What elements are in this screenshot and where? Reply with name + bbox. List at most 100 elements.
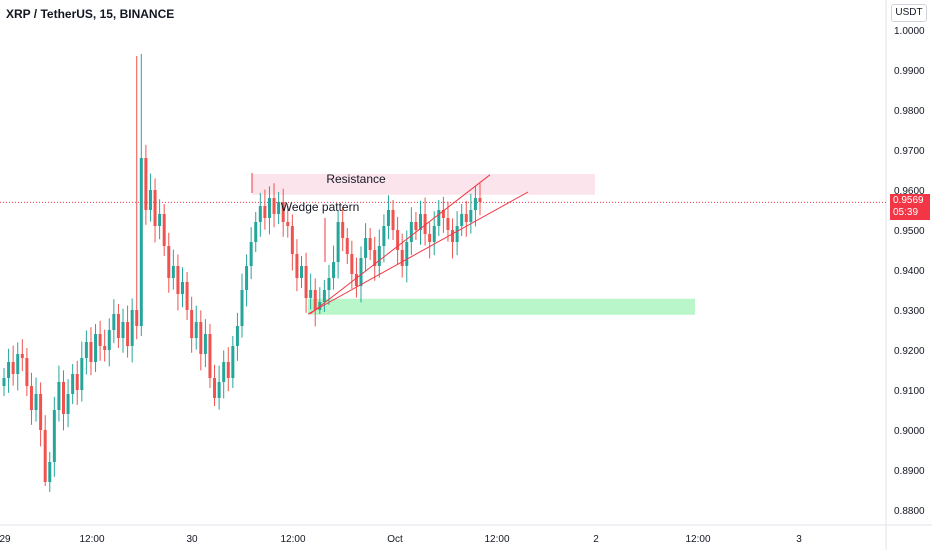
y-tick-label: 0.9500: [894, 226, 925, 237]
candle-body: [103, 346, 107, 350]
candle-body: [16, 354, 20, 374]
candle-body: [446, 218, 450, 230]
y-tick-label: 0.9400: [894, 266, 925, 277]
candle-body: [52, 410, 56, 462]
candle-body: [464, 214, 468, 222]
wedge-label: Wedge pattern: [281, 200, 360, 214]
candle-body: [171, 266, 175, 278]
candle-body: [107, 330, 111, 350]
y-tick-label: 0.9700: [894, 146, 925, 157]
last-price-value: 0.9569: [893, 195, 924, 206]
candle-body: [345, 238, 349, 254]
x-tick-label: Oct: [387, 534, 403, 545]
candle-body: [112, 314, 116, 330]
candle-body: [473, 198, 477, 210]
candle-body: [34, 394, 38, 410]
last-price-countdown: 05:39: [893, 207, 919, 218]
candle-body: [267, 198, 271, 218]
candle-body: [437, 210, 441, 226]
candle-body: [213, 378, 217, 398]
candle-body: [300, 266, 303, 278]
candle-body: [240, 290, 244, 326]
candle-body: [89, 342, 93, 362]
candle-body: [84, 342, 88, 358]
candle-body: [428, 234, 432, 242]
candle-body: [62, 382, 65, 414]
candle-body: [382, 226, 386, 246]
candle-body: [286, 222, 290, 226]
y-tick-label: 0.9600: [894, 186, 925, 197]
x-tick-label: 3: [796, 534, 802, 545]
candle-body: [400, 250, 404, 266]
candle-body: [455, 226, 459, 242]
candle-body: [272, 198, 276, 214]
candle-body: [121, 322, 125, 338]
candle-body: [71, 374, 75, 394]
candle-body: [43, 430, 47, 482]
candle-body: [98, 334, 102, 346]
candle-body: [386, 210, 390, 226]
candle-body: [396, 230, 400, 250]
candle-body: [377, 246, 381, 266]
support-zone: [308, 298, 695, 315]
candle-body: [20, 354, 24, 358]
candle-body: [29, 386, 33, 410]
candle-body: [263, 206, 267, 218]
candle-body: [48, 462, 52, 482]
candle-body: [478, 198, 482, 202]
candle-body: [364, 238, 368, 258]
candle-body: [11, 362, 15, 374]
candle-body: [277, 202, 281, 214]
candle-body: [451, 230, 455, 242]
candle-body: [423, 214, 427, 234]
candle-body: [226, 362, 230, 378]
candle-body: [185, 282, 189, 310]
candle-body: [235, 326, 239, 346]
candle-body: [162, 214, 166, 246]
candle-body: [158, 214, 162, 226]
candle-body: [414, 222, 418, 230]
candle-body: [203, 334, 207, 354]
candle-body: [199, 322, 203, 354]
candle-body: [39, 394, 43, 430]
x-tick-label: 12:00: [280, 534, 305, 545]
y-tick-label: 0.8800: [894, 506, 925, 517]
candle-body: [258, 206, 262, 222]
candle-body: [341, 222, 345, 238]
candle-body: [135, 310, 139, 326]
candle-body: [2, 378, 6, 386]
candle-body: [373, 250, 377, 266]
candle-body: [231, 346, 235, 378]
y-tick-label: 0.9900: [894, 66, 925, 77]
candle-body: [190, 310, 194, 338]
candle-body: [94, 334, 98, 362]
candle-body: [350, 254, 354, 274]
candle-body: [295, 254, 299, 278]
candle-body: [469, 210, 473, 222]
candle-body: [332, 262, 336, 278]
y-tick-label: 0.9000: [894, 426, 925, 437]
candle-body: [148, 190, 152, 210]
candle-body: [126, 322, 130, 346]
candle-body: [75, 374, 79, 390]
y-tick-label: 0.9300: [894, 306, 925, 317]
candle-body: [391, 210, 395, 230]
candle-body: [57, 382, 61, 410]
y-tick-label: 0.9800: [894, 106, 925, 117]
candle-body: [222, 362, 226, 382]
candle-body: [281, 202, 285, 222]
candle-body: [419, 214, 422, 230]
y-tick-label: 0.9100: [894, 386, 925, 397]
candle-body: [181, 282, 184, 294]
candle-body: [153, 190, 157, 226]
currency-badge[interactable]: USDT: [891, 4, 927, 22]
candle-body: [249, 242, 253, 266]
last-price-tag: 0.9569 05:39: [890, 194, 930, 220]
candle-body: [66, 394, 70, 414]
candle-body: [359, 258, 363, 286]
resistance-label: Resistance: [326, 172, 386, 186]
candle-body: [441, 210, 445, 218]
candle-body: [354, 274, 358, 286]
candle-body: [290, 226, 294, 254]
